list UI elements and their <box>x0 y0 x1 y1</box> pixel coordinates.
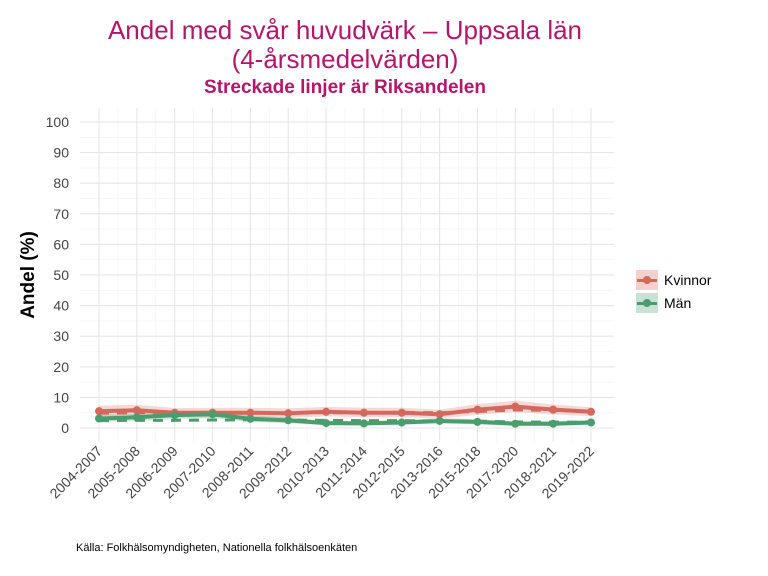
y-tick-label: 10 <box>53 389 69 405</box>
y-tick-label: 80 <box>53 175 69 191</box>
legend-item-kvinnor: Kvinnor <box>636 268 711 291</box>
legend-item-man: Män <box>636 291 711 314</box>
data-point <box>322 419 331 428</box>
data-point <box>587 418 595 427</box>
y-tick-label: 60 <box>53 236 69 252</box>
y-tick-label: 40 <box>53 298 69 314</box>
data-point <box>473 417 482 426</box>
data-point <box>95 407 103 416</box>
y-tick-label: 0 <box>61 420 69 436</box>
series-line-1 <box>98 412 592 426</box>
y-tick-label: 70 <box>53 206 69 222</box>
data-point <box>549 419 558 428</box>
data-point <box>246 414 255 423</box>
y-tick-label: 90 <box>53 145 69 161</box>
source-caption: Källa: Folkhälsomyndigheten, Nationella … <box>76 542 358 554</box>
data-point <box>322 407 331 416</box>
data-point <box>397 408 406 417</box>
data-point <box>511 419 520 428</box>
data-point <box>132 413 141 422</box>
y-tick-label: 100 <box>46 114 70 130</box>
data-point <box>435 416 444 425</box>
y-tick-label: 30 <box>53 328 69 344</box>
legend: Kvinnor Män <box>636 268 711 314</box>
data-point <box>132 406 141 415</box>
legend-key-man <box>636 292 658 313</box>
data-point <box>246 408 255 417</box>
legend-key-kvinnor <box>636 269 658 290</box>
data-point <box>511 402 520 411</box>
chart-title-line1: Andel med svår huvudvärk – Uppsala län <box>107 15 583 45</box>
data-point <box>170 411 179 420</box>
data-point <box>284 416 293 425</box>
data-point <box>473 405 482 414</box>
data-point <box>284 409 293 418</box>
series-line-0 <box>98 404 592 417</box>
data-point <box>435 410 444 419</box>
chart-subtitle: Streckade linjer är Riksandelen <box>204 77 486 98</box>
y-tick-label: 20 <box>53 359 69 375</box>
data-point <box>208 410 217 419</box>
data-point <box>549 405 558 414</box>
legend-label-kvinnor: Kvinnor <box>664 271 712 288</box>
data-point <box>397 418 406 427</box>
data-point <box>359 419 368 428</box>
y-tick-label: 50 <box>53 267 69 283</box>
data-point <box>587 407 595 416</box>
legend-label-man: Män <box>664 294 692 311</box>
data-point <box>95 414 103 423</box>
data-point <box>359 408 368 417</box>
chart-title-line2: (4-årsmedelvärden) <box>231 44 459 74</box>
